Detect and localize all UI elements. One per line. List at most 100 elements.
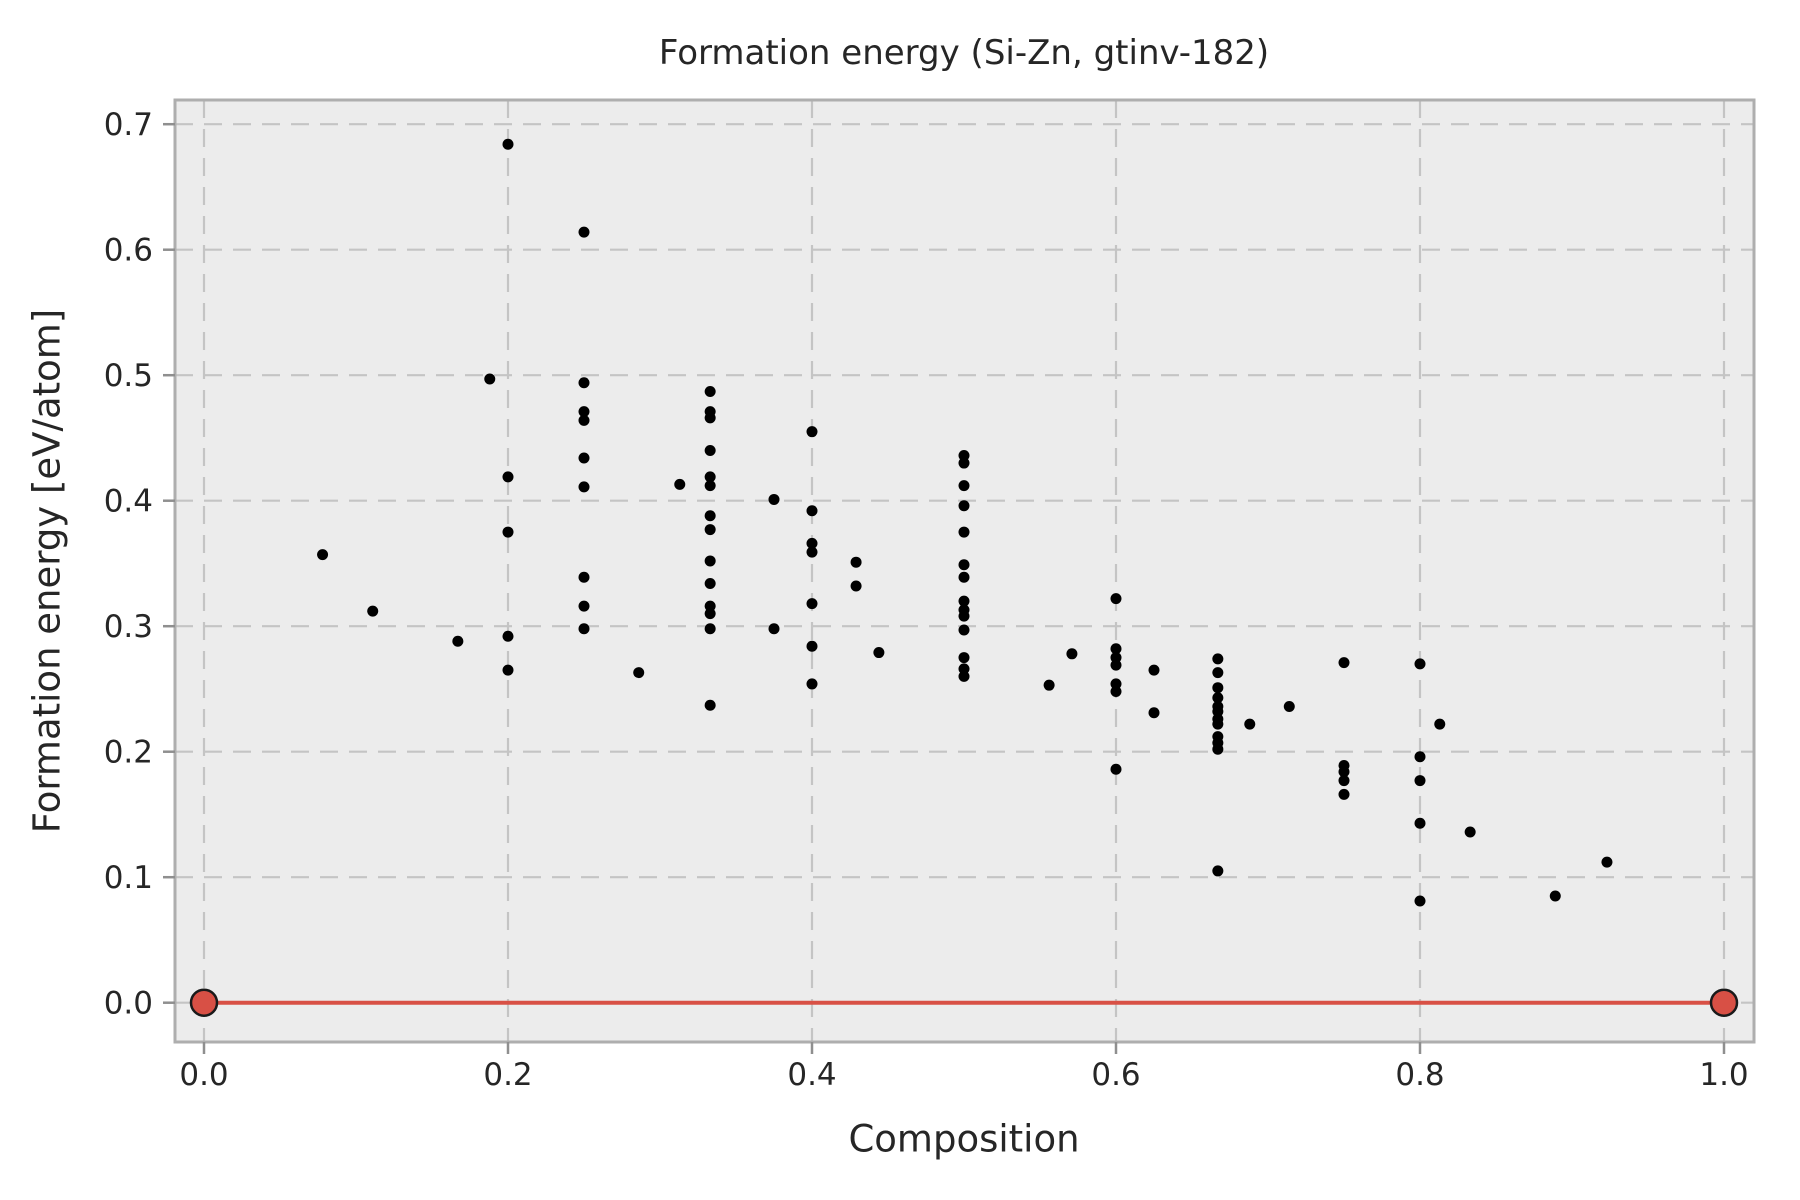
scatter-point — [1110, 763, 1122, 775]
scatter-point — [958, 480, 970, 492]
scatter-point — [1464, 826, 1476, 838]
scatter-point — [958, 457, 970, 469]
scatter-point — [1110, 652, 1122, 664]
scatter-point — [1110, 685, 1122, 697]
scatter-point — [704, 623, 716, 635]
scatter-point — [1148, 707, 1160, 719]
scatter-point — [674, 478, 686, 490]
scatter-point — [806, 505, 818, 517]
scatter-point — [768, 493, 780, 505]
y-axis-label: Formation energy [eV/atom] — [25, 308, 69, 834]
plot-area — [175, 100, 1754, 1042]
scatter-point — [578, 481, 590, 493]
scatter-point — [850, 556, 862, 568]
scatter-point — [806, 537, 818, 549]
scatter-point — [1212, 692, 1224, 704]
scatter-point — [958, 663, 970, 675]
scatter-point — [850, 580, 862, 592]
y-tick-label: 0.7 — [104, 107, 153, 143]
scatter-point — [958, 526, 970, 538]
x-tick-label: 0.2 — [483, 1057, 532, 1093]
scatter-point — [578, 226, 590, 238]
x-axis-label: Composition — [848, 1117, 1080, 1161]
scatter-point — [1212, 743, 1224, 755]
scatter-point — [1043, 679, 1055, 691]
scatter-point — [1212, 865, 1224, 877]
scatter-point — [1601, 856, 1613, 868]
scatter-point — [806, 640, 818, 652]
x-tick-label: 1.0 — [1699, 1057, 1748, 1093]
plot-border — [173, 98, 1756, 1044]
scatter-point — [578, 623, 590, 635]
scatter-point — [958, 610, 970, 622]
scatter-point — [704, 445, 716, 456]
hull-point — [189, 988, 219, 1017]
scatter-point — [1338, 775, 1350, 787]
scatter-point — [704, 524, 716, 536]
scatter-point — [958, 624, 970, 636]
scatter-point — [1110, 593, 1122, 605]
hull-point — [1709, 988, 1739, 1017]
scatter-point — [1244, 718, 1256, 730]
scatter-point — [1212, 682, 1224, 694]
scatter-point — [704, 555, 716, 567]
scatter-point — [578, 600, 590, 612]
scatter-point — [1414, 895, 1426, 907]
scatter-point — [768, 623, 780, 635]
scatter-point — [1338, 788, 1350, 800]
scatter-point — [1283, 701, 1295, 713]
scatter-point — [1110, 678, 1122, 690]
scatter-point — [704, 480, 716, 492]
scatter-point — [1414, 775, 1426, 787]
scatter-point — [1212, 718, 1224, 730]
scatter-point — [806, 598, 818, 610]
scatter-point — [502, 526, 514, 538]
scatter-point — [704, 699, 716, 711]
scatter-point — [1148, 664, 1160, 676]
scatter-point — [958, 670, 970, 682]
scatter-point — [704, 578, 716, 590]
scatter-point — [578, 571, 590, 583]
scatter-point — [1414, 751, 1426, 763]
y-tick-label: 0.4 — [104, 484, 153, 520]
y-tick-label: 0.5 — [104, 358, 153, 394]
x-tick-label: 0.6 — [1091, 1057, 1140, 1093]
scatter-point — [704, 471, 716, 483]
scatter-point — [1414, 817, 1426, 829]
scatter-point — [958, 595, 970, 607]
scatter-point — [958, 571, 970, 583]
scatter-point — [958, 652, 970, 664]
scatter-point — [1212, 653, 1224, 665]
y-tick-label: 0.1 — [104, 860, 153, 896]
scatter-point — [452, 635, 464, 647]
scatter-point — [1212, 667, 1224, 679]
scatter-point — [502, 471, 514, 483]
scatter-point — [806, 426, 818, 438]
scatter-point — [502, 138, 514, 150]
scatter-point — [484, 373, 496, 385]
scatter-point — [1212, 706, 1224, 718]
scatter-point — [502, 664, 514, 676]
scatter-point — [958, 559, 970, 571]
scatter-point — [578, 452, 590, 464]
scatter-point — [1110, 659, 1122, 671]
scatter-point — [806, 678, 818, 690]
scatter-point — [317, 549, 329, 561]
scatter-point — [578, 377, 590, 389]
scatter-point — [704, 608, 716, 620]
scatter-point — [578, 406, 590, 418]
scatter-point — [806, 546, 818, 558]
scatter-point — [1414, 658, 1426, 670]
scatter-point — [578, 414, 590, 426]
scatter-point — [958, 450, 970, 462]
scatter-point — [502, 630, 514, 642]
scatter-point — [704, 600, 716, 612]
scatter-point — [704, 412, 716, 424]
scatter-point — [704, 510, 716, 522]
x-tick-label: 0.4 — [787, 1057, 836, 1093]
scatter-point — [958, 500, 970, 512]
y-tick-label: 0.2 — [104, 735, 153, 771]
chart-title: Formation energy (Si-Zn, gtinv-182) — [658, 33, 1270, 73]
